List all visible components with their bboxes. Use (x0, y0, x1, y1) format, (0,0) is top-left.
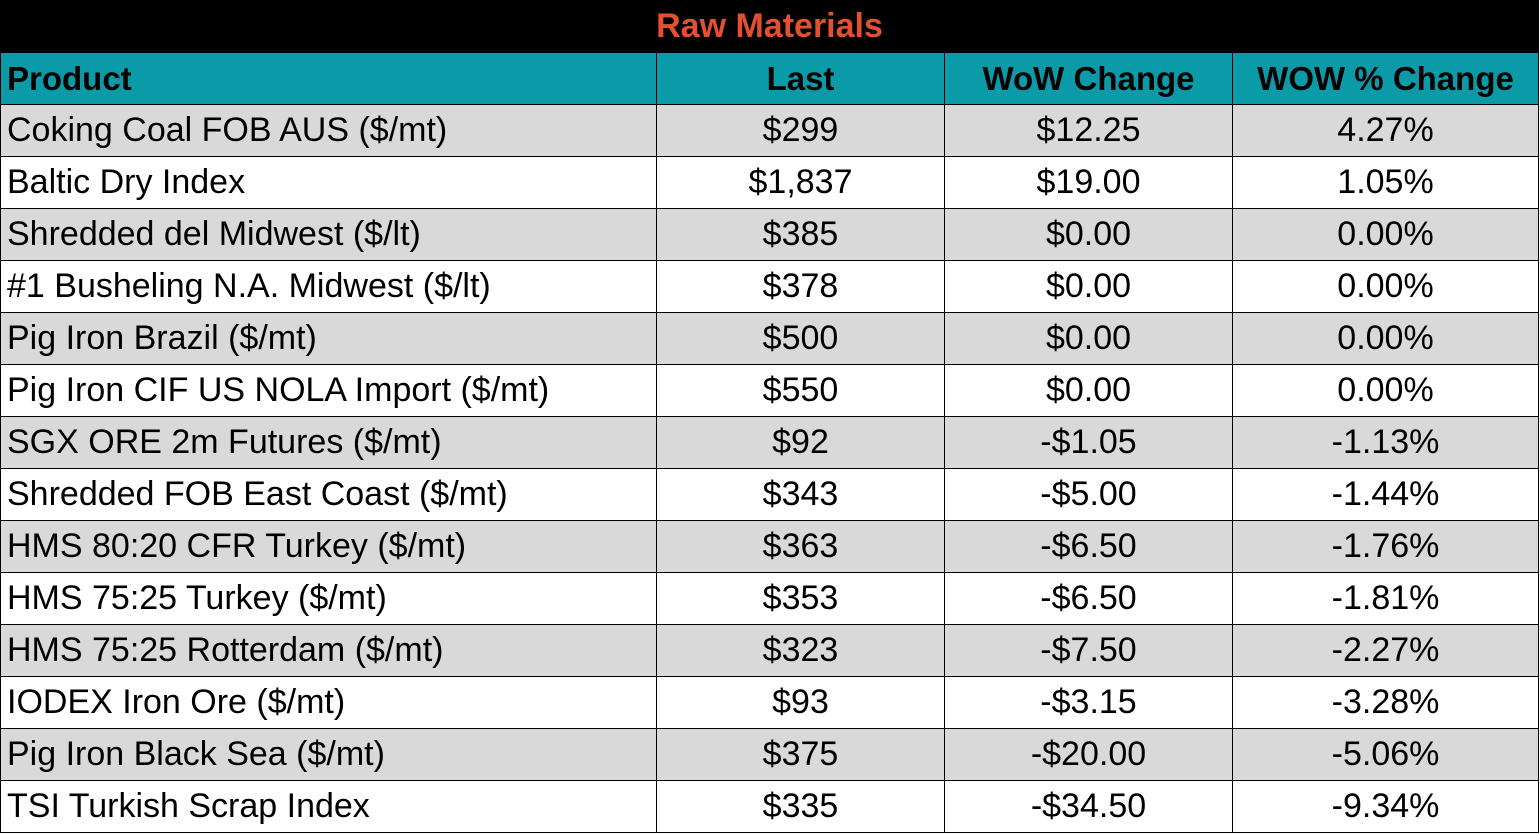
wow-change-cell: $0.00 (944, 364, 1233, 417)
table-row: HMS 75:25 Rotterdam ($/mt) $323 -$7.50 -2.2… (0, 624, 1540, 677)
wow-change-cell: $0.00 (944, 312, 1233, 365)
header-wow-pct-change: WOW % Change (1231, 52, 1540, 105)
product-cell: Coking Coal FOB AUS ($/mt) (0, 104, 657, 157)
table-row: HMS 75:25 Turkey ($/mt) $353 -$6.50 -1.81% (0, 572, 1540, 625)
table-title: Raw Materials (0, 0, 1540, 53)
table-row: Pig Iron CIF US NOLA Import ($/mt) $550 $0… (0, 364, 1540, 417)
product-cell: TSI Turkish Scrap Index (0, 780, 657, 833)
wow-pct-change-cell: 1.05% (1231, 156, 1540, 209)
product-cell: Baltic Dry Index (0, 156, 657, 209)
table-row: #1 Busheling N.A. Midwest ($/lt) $378 $0.0… (0, 260, 1540, 313)
table-row: Coking Coal FOB AUS ($/mt) $299 $12.25 4.27… (0, 104, 1540, 157)
table-row: HMS 80:20 CFR Turkey ($/mt) $363 -$6.50 -1.… (0, 520, 1540, 573)
wow-pct-change-cell: -2.27% (1231, 624, 1540, 677)
last-cell: $550 (656, 364, 945, 417)
last-cell: $323 (656, 624, 945, 677)
table-row: Pig Iron Black Sea ($/mt) $375 -$20.00 -5.0… (0, 728, 1540, 781)
header-row: Product Last WoW Change WOW % Change (0, 52, 1540, 105)
title-row: Raw Materials (0, 0, 1540, 53)
wow-change-cell: -$7.50 (944, 624, 1233, 677)
wow-pct-change-cell: -5.06% (1231, 728, 1540, 781)
product-cell: Pig Iron Brazil ($/mt) (0, 312, 657, 365)
wow-pct-change-cell: -1.81% (1231, 572, 1540, 625)
product-cell: IODEX Iron Ore ($/mt) (0, 676, 657, 729)
wow-pct-change-cell: -3.28% (1231, 676, 1540, 729)
wow-pct-change-cell: 0.00% (1231, 208, 1540, 261)
last-cell: $378 (656, 260, 945, 313)
header-product: Product (0, 52, 657, 105)
product-cell: Shredded FOB East Coast ($/mt) (0, 468, 657, 521)
wow-change-cell: $0.00 (944, 260, 1233, 313)
wow-change-cell: -$6.50 (944, 572, 1233, 625)
last-cell: $93 (656, 676, 945, 729)
product-cell: Pig Iron Black Sea ($/mt) (0, 728, 657, 781)
header-last: Last (656, 52, 945, 105)
wow-pct-change-cell: -1.44% (1231, 468, 1540, 521)
last-cell: $1,837 (656, 156, 945, 209)
wow-change-cell: -$3.15 (944, 676, 1233, 729)
wow-pct-change-cell: 0.00% (1231, 364, 1540, 417)
wow-pct-change-cell: -9.34% (1231, 780, 1540, 833)
wow-change-cell: -$6.50 (944, 520, 1233, 573)
wow-pct-change-cell: -1.76% (1231, 520, 1540, 573)
wow-change-cell: -$1.05 (944, 416, 1233, 469)
table-row: TSI Turkish Scrap Index $335 -$34.50 -9.34% (0, 780, 1540, 833)
wow-change-cell: -$5.00 (944, 468, 1233, 521)
wow-pct-change-cell: 4.27% (1231, 104, 1540, 157)
product-cell: Pig Iron CIF US NOLA Import ($/mt) (0, 364, 657, 417)
last-cell: $343 (656, 468, 945, 521)
product-cell: #1 Busheling N.A. Midwest ($/lt) (0, 260, 657, 313)
last-cell: $375 (656, 728, 945, 781)
table-row: Pig Iron Brazil ($/mt) $500 $0.00 0.00% (0, 312, 1540, 365)
wow-pct-change-cell: 0.00% (1231, 312, 1540, 365)
last-cell: $385 (656, 208, 945, 261)
product-cell: HMS 80:20 CFR Turkey ($/mt) (0, 520, 657, 573)
header-wow-change: WoW Change (944, 52, 1233, 105)
wow-change-cell: $0.00 (944, 208, 1233, 261)
table-row: SGX ORE 2m Futures ($/mt) $92 -$1.05 -1.13% (0, 416, 1540, 469)
table-row: Shredded FOB East Coast ($/mt) $343 -$5.00… (0, 468, 1540, 521)
wow-change-cell: $12.25 (944, 104, 1233, 157)
wow-change-cell: -$34.50 (944, 780, 1233, 833)
product-cell: HMS 75:25 Turkey ($/mt) (0, 572, 657, 625)
last-cell: $363 (656, 520, 945, 573)
last-cell: $500 (656, 312, 945, 365)
product-cell: Shredded del Midwest ($/lt) (0, 208, 657, 261)
wow-pct-change-cell: -1.13% (1231, 416, 1540, 469)
table-row: Baltic Dry Index $1,837 $19.00 1.05% (0, 156, 1540, 209)
wow-pct-change-cell: 0.00% (1231, 260, 1540, 313)
last-cell: $335 (656, 780, 945, 833)
product-cell: HMS 75:25 Rotterdam ($/mt) (0, 624, 657, 677)
last-cell: $299 (656, 104, 945, 157)
wow-change-cell: $19.00 (944, 156, 1233, 209)
last-cell: $353 (656, 572, 945, 625)
wow-change-cell: -$20.00 (944, 728, 1233, 781)
table-row: Shredded del Midwest ($/lt) $385 $0.00 0.00… (0, 208, 1540, 261)
product-cell: SGX ORE 2m Futures ($/mt) (0, 416, 657, 469)
last-cell: $92 (656, 416, 945, 469)
table-row: IODEX Iron Ore ($/mt) $93 -$3.15 -3.28% (0, 676, 1540, 729)
